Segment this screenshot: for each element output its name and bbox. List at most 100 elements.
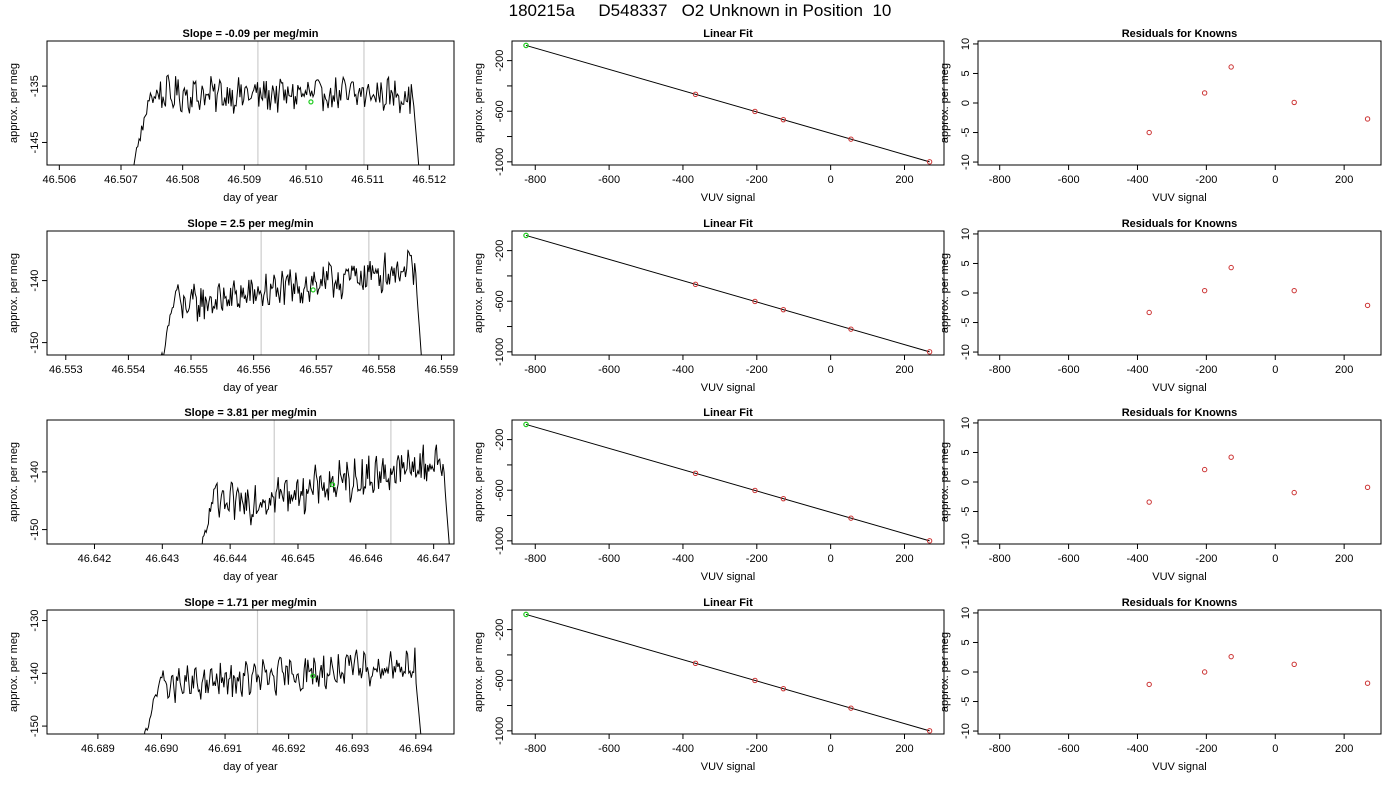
x-tick-label: 46.512 (413, 174, 447, 186)
known-point (848, 515, 854, 521)
panel-frame (511, 419, 945, 545)
x-axis-label: VUV signal (1152, 382, 1206, 394)
y-axis-label: approx. per meg (8, 632, 20, 712)
plot-area (1146, 653, 1371, 688)
x-axis-label: VUV signal (701, 571, 755, 583)
residual-point (1228, 264, 1234, 271)
y-tick-label: 10 (960, 38, 972, 50)
x-tick-label: -400 (1126, 174, 1148, 186)
known-point (692, 281, 699, 288)
residual-point (1364, 302, 1371, 309)
x-tick-label: -800 (989, 553, 1011, 565)
residual-point (1291, 287, 1297, 294)
signal-trace (133, 74, 420, 165)
y-tick-label: -150 (29, 332, 41, 354)
x-tick-label: -400 (672, 364, 694, 376)
y-tick-label: -5 (960, 318, 972, 328)
plot-area (523, 42, 933, 165)
y-tick-label: -10 (960, 723, 972, 739)
y-tick-label: -150 (29, 519, 41, 541)
unknown-marker (329, 481, 336, 488)
known-point (692, 660, 699, 667)
unknown-point (523, 232, 529, 239)
x-tick-label: 46.507 (104, 174, 138, 186)
x-axis-label: VUV signal (701, 761, 755, 773)
residual-point (1228, 454, 1234, 460)
x-tick-label: 46.511 (351, 174, 384, 186)
x-tick-label: 46.558 (362, 364, 396, 376)
y-tick-label: 5 (960, 639, 972, 645)
x-tick-label: -800 (524, 364, 546, 376)
x-axis-label: VUV signal (1152, 761, 1206, 773)
x-tick-label: 0 (1272, 553, 1278, 565)
unknown-point (523, 611, 529, 618)
y-tick-label: 5 (960, 449, 972, 455)
y-axis-label: approx. per meg (939, 632, 951, 712)
y-tick-label: -600 (494, 479, 506, 501)
known-point (692, 470, 699, 477)
x-tick-label: 46.645 (281, 553, 315, 565)
x-tick-label: -600 (1058, 743, 1080, 755)
signal-trace (201, 444, 450, 544)
y-tick-label: -1000 (494, 338, 506, 366)
x-tick-label: 46.557 (299, 364, 333, 376)
x-tick-label: -200 (746, 743, 768, 755)
known-point (926, 538, 933, 544)
x-axis-label: VUV signal (701, 192, 755, 204)
figure-title: 180215a D548337 O2 Unknown in Position 1… (508, 1, 892, 20)
y-tick-label: -200 (494, 50, 506, 72)
plot-area (523, 611, 933, 734)
known-point (926, 159, 933, 165)
residual-point (1364, 116, 1371, 122)
fit-line (525, 423, 930, 542)
y-tick-label: 10 (960, 607, 972, 619)
residual-point (1228, 653, 1234, 660)
y-tick-label: -135 (29, 75, 41, 97)
y-tick-label: -130 (29, 610, 41, 632)
fit-line (525, 234, 930, 353)
x-tick-label: -400 (672, 743, 694, 755)
residual-point (1146, 309, 1152, 316)
y-tick-label: -10 (960, 154, 972, 170)
y-tick-label: -10 (960, 344, 972, 360)
plot-area (1146, 64, 1371, 136)
residual-point (1201, 90, 1208, 96)
residual-point (1364, 680, 1371, 686)
residual-point (1291, 489, 1297, 496)
panel-frame (46, 230, 455, 356)
y-tick-label: -5 (960, 697, 972, 707)
x-tick-label: 0 (828, 743, 834, 755)
x-tick-label: -400 (1126, 364, 1148, 376)
x-tick-label: -400 (672, 553, 694, 565)
panel-title: Slope = 3.81 per meg/min (184, 407, 317, 419)
y-axis-label: approx. per meg (473, 632, 485, 712)
x-tick-label: -600 (598, 174, 620, 186)
panel-title: Linear Fit (703, 218, 753, 230)
panel-title: Linear Fit (703, 407, 753, 419)
x-axis-label: VUV signal (701, 382, 755, 394)
panel-title: Slope = -0.09 per meg/min (182, 28, 318, 40)
x-tick-label: -800 (524, 743, 546, 755)
x-tick-label: 46.554 (112, 364, 146, 376)
plot-area (1146, 264, 1371, 316)
y-tick-label: -600 (494, 290, 506, 312)
panel-frame (46, 419, 455, 545)
known-point (752, 298, 758, 305)
known-point (780, 306, 787, 313)
x-tick-label: -800 (524, 174, 546, 186)
unknown-marker (308, 99, 314, 105)
x-tick-label: -600 (1058, 174, 1080, 186)
unknown-marker (310, 287, 316, 293)
y-tick-label: -200 (494, 240, 506, 262)
x-axis-label: day of year (223, 571, 278, 583)
panel-frame (977, 230, 1382, 356)
x-tick-label: 200 (895, 364, 913, 376)
panel-frame (977, 609, 1382, 735)
signal-trace (144, 647, 422, 734)
y-tick-label: 0 (960, 290, 972, 296)
x-tick-label: -800 (989, 743, 1011, 755)
x-tick-label: -200 (1195, 743, 1217, 755)
plot-area (201, 420, 450, 544)
y-tick-label: 0 (960, 479, 972, 485)
y-tick-label: 10 (960, 417, 972, 429)
